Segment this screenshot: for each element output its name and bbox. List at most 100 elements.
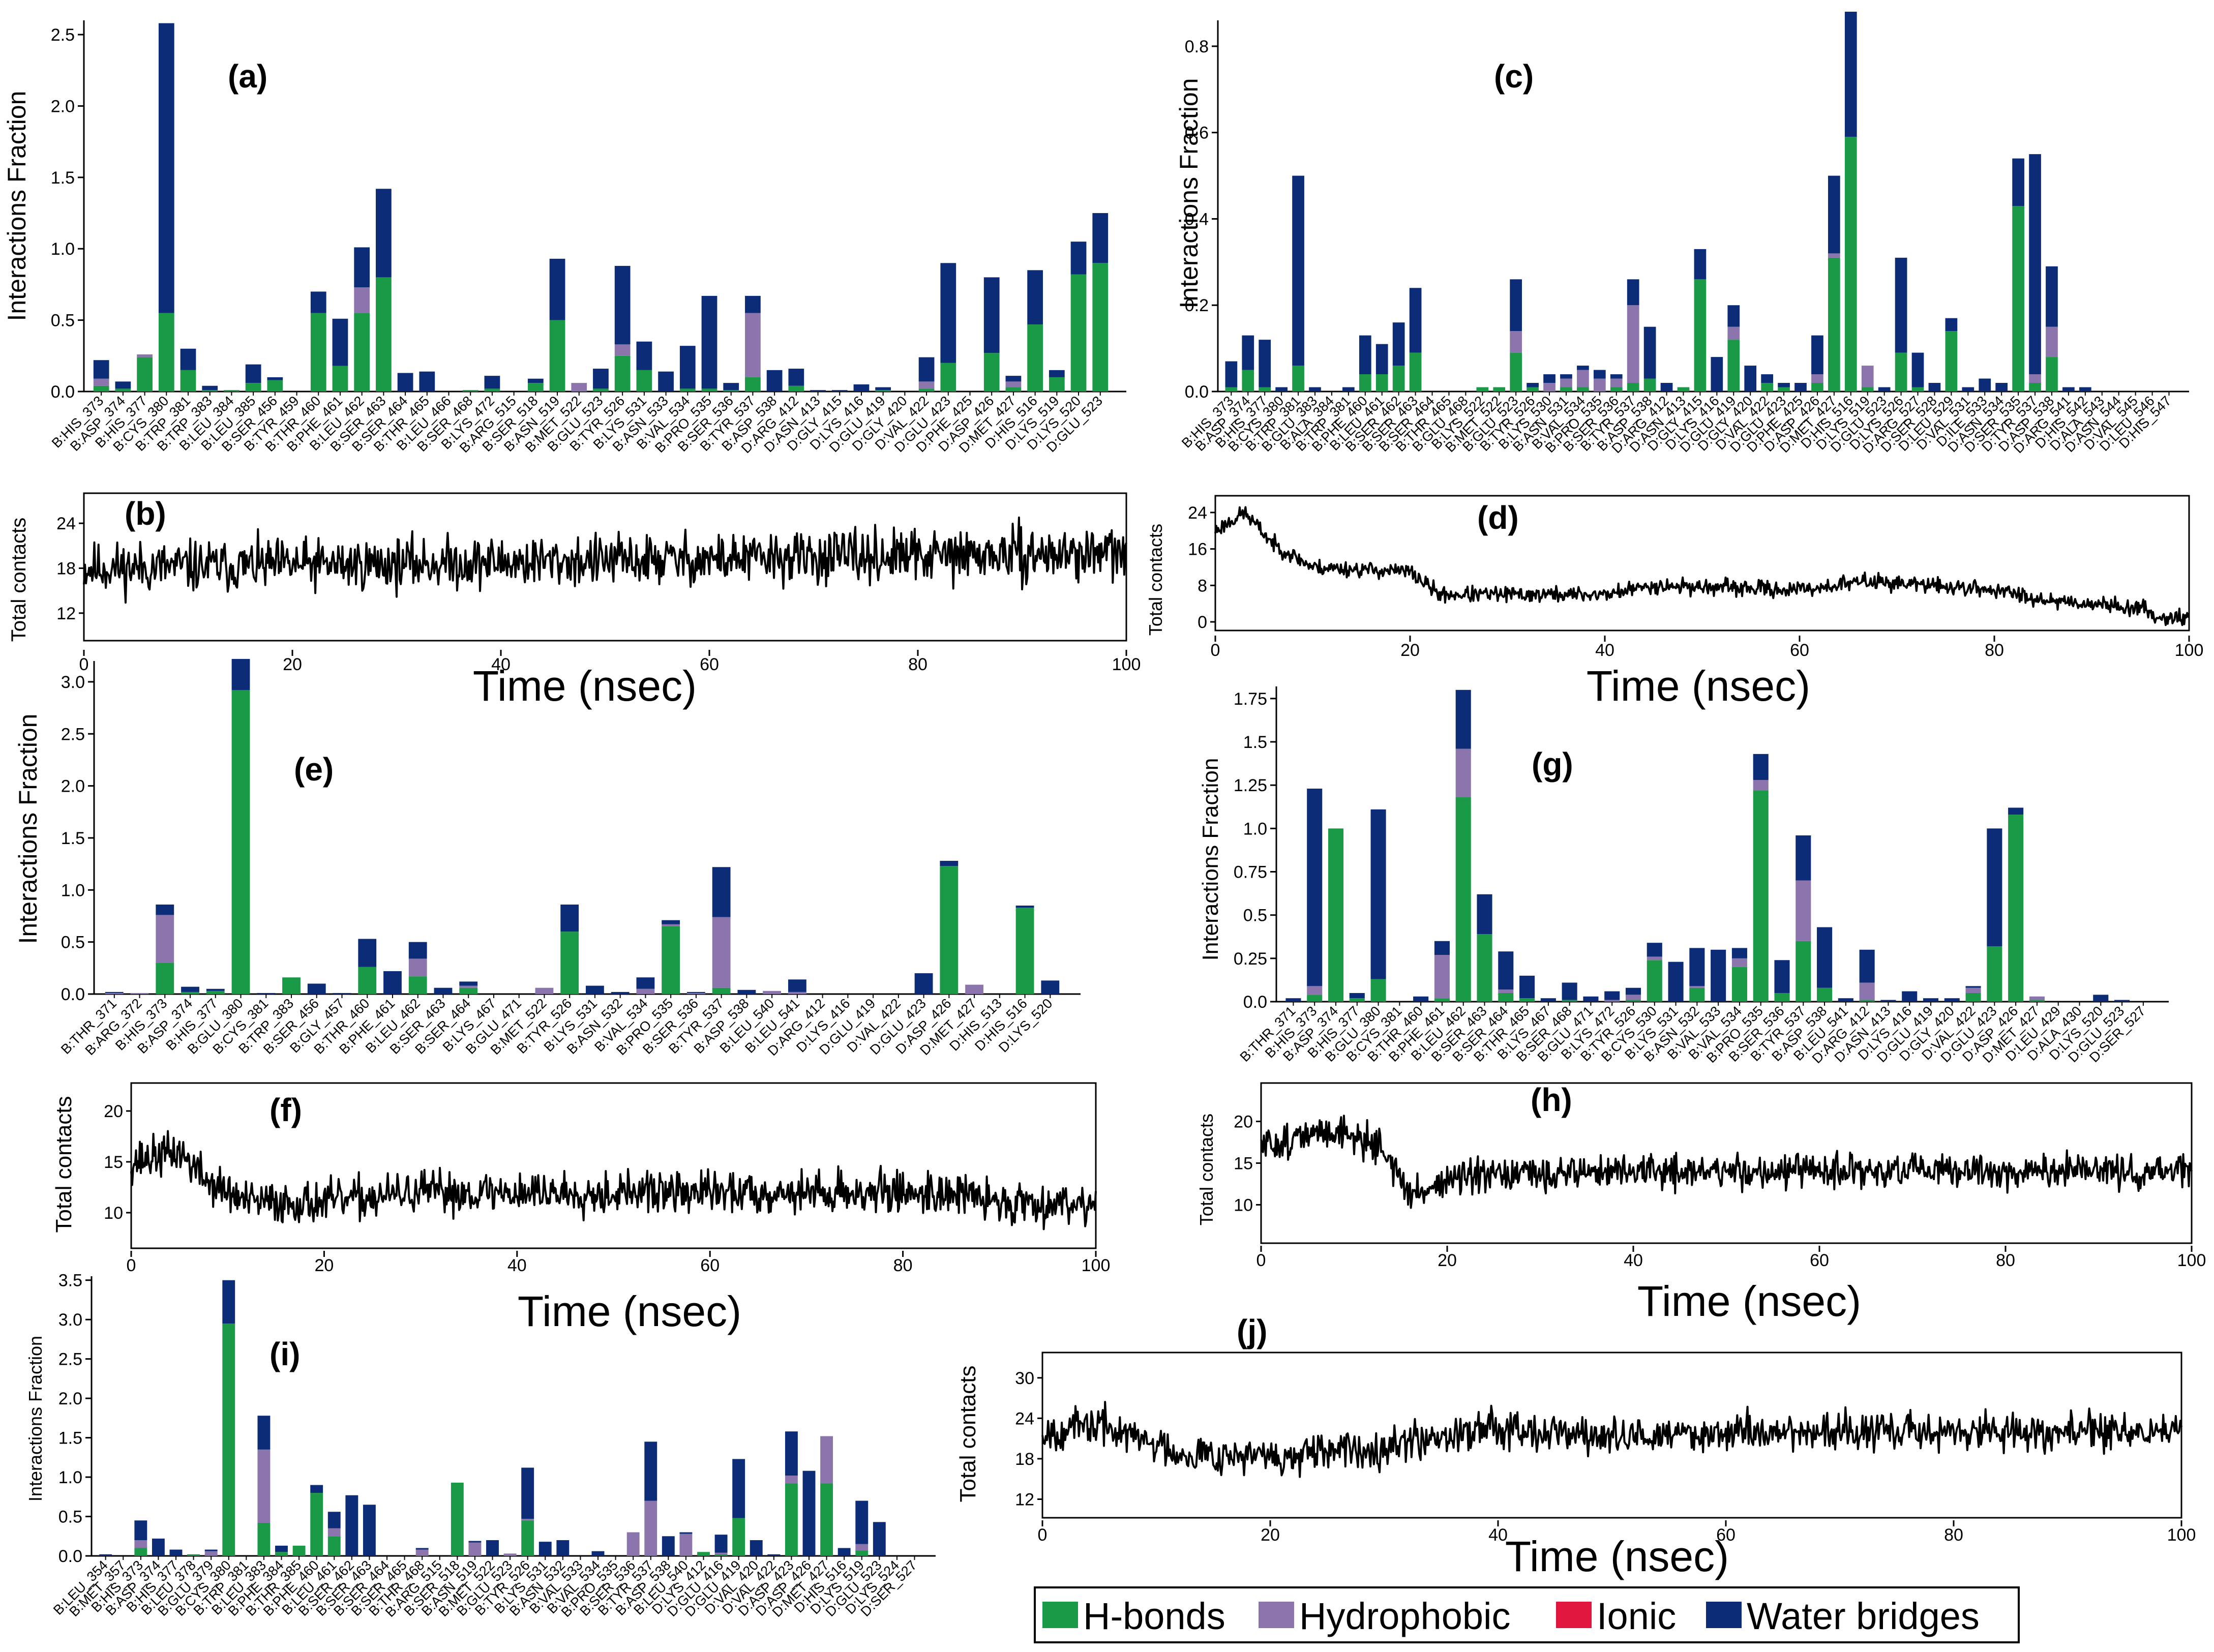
panel-c-bar-water-bridges <box>1694 249 1707 280</box>
panel-e-bar-h-bonds <box>459 987 478 994</box>
panel-g: 0.0 0.25 0.5 0.75 1.0 1.25 1.5 1.75 B:THR_371B:… <box>1198 686 2169 1066</box>
panel-g-bar-hydrophobic <box>1307 986 1323 995</box>
panel-c-bar-water-bridges <box>1727 305 1740 327</box>
panel-h-xtick-label: 100 <box>2177 1251 2206 1270</box>
panel-g-bar-h-bonds <box>1647 960 1662 1002</box>
panel-f-frame <box>130 1082 1097 1249</box>
legend-swatch-hbonds <box>1042 1602 1078 1628</box>
panel-c-bar-h-bonds <box>1242 370 1254 392</box>
panel-a-bar-water-bridges <box>180 348 196 370</box>
panel-a-ytick-label: 1.0 <box>51 239 75 259</box>
panel-a-bar-water-bridges <box>701 295 717 389</box>
panel-f-xtick-label: 40 <box>507 1256 527 1275</box>
panel-i-bar-h-bonds <box>732 1518 745 1556</box>
panel-i-bar-hydrophobic <box>134 1540 147 1548</box>
panel-a-bar-h-bonds <box>1027 324 1043 392</box>
panel-i-bar-h-bonds <box>697 1552 710 1556</box>
panel-e-ytick-label: 1.0 <box>61 881 85 900</box>
panel-j-xtick-label: 60 <box>1716 1525 1736 1545</box>
panel-f-xtick-label: 20 <box>314 1256 334 1275</box>
panel-g-bar-hydrophobic <box>1859 982 1875 1000</box>
panel-i-bar-water-bridges <box>662 1536 675 1556</box>
panel-e-ytick-label: 2.0 <box>61 777 85 796</box>
panel-g-bar-h-bonds <box>1562 1000 1577 1002</box>
panel-b: 12 18 24 0 20 40 60 80 100 (b) Total contacts T… <box>8 492 1141 710</box>
panel-a-bar-water-bridges <box>245 364 261 383</box>
panel-g-ytick-label: 0.0 <box>1243 993 1267 1012</box>
panel-d-xticks: 0 20 40 60 80 100 <box>1211 636 2203 660</box>
panel-a-bar-h-bonds <box>180 370 196 392</box>
panel-i-bar-h-bonds <box>292 1545 306 1556</box>
panel-g-bar-hydrophobic <box>1604 1000 1620 1002</box>
panel-g-bar-h-bonds <box>1434 998 1450 1002</box>
panel-c-bar-water-bridges <box>1979 378 1991 392</box>
panel-g-bar-hydrophobic <box>1965 987 1981 993</box>
panel-g-ytick-label: 0.75 <box>1234 863 1267 882</box>
panel-g-bar-water-bridges <box>1583 996 1599 1002</box>
panel-i-bar-h-bonds <box>820 1483 833 1556</box>
panel-c-bar-h-bonds <box>1811 383 1823 392</box>
panel-d-ytick-label: 0 <box>1198 613 1207 632</box>
panel-a-bar-hydrophobic <box>354 287 370 313</box>
panel-a-bar-water-bridges <box>332 318 348 366</box>
panel-e-bars <box>105 658 1060 998</box>
panel-g-bar-water-bridges <box>1859 949 1875 983</box>
panel-g-bar-h-bonds <box>1689 987 1705 1002</box>
panel-g-bar-hydrophobic <box>1647 956 1662 960</box>
panel-c-bar-h-bonds <box>2046 357 2058 392</box>
panel-c-bar-water-bridges <box>1375 344 1388 375</box>
panel-a-bar-h-bonds <box>267 380 283 392</box>
panel-h-xtick-label: 40 <box>1624 1251 1643 1270</box>
panel-i-bar-water-bridges <box>873 1522 886 1556</box>
panel-e-ytick-label: 0.5 <box>61 933 85 952</box>
panel-c-bar-water-bridges <box>1275 387 1288 392</box>
panel-e-bar-h-bonds <box>181 992 199 994</box>
panel-a-bar-h-bonds <box>462 390 478 392</box>
panel-f-xtick-label: 60 <box>700 1256 720 1275</box>
panel-c-bar-water-bridges <box>1794 383 1807 392</box>
panel-c-bar-hydrophobic <box>1627 305 1639 383</box>
legend-label-hbonds: H-bonds <box>1083 1595 1225 1637</box>
panel-c-bar-hydrophobic <box>1577 370 1589 387</box>
panel-d-xtick-label: 60 <box>1790 641 1809 660</box>
panel-e-ytick-label: 1.5 <box>61 829 85 848</box>
panel-e-bar-water-bridges <box>636 977 655 989</box>
panel-f-ytick-label: 15 <box>104 1153 123 1172</box>
panel-i-bar-water-bridges <box>644 1441 657 1501</box>
panel-c-bar-water-bridges <box>2046 266 2058 327</box>
panel-a-bar-water-bridges <box>658 371 674 392</box>
panel-f-trace <box>130 1130 1097 1230</box>
panel-e-bar-hydrophobic <box>965 984 983 994</box>
panel-g-bar-water-bridges <box>1455 689 1471 749</box>
panel-a-bar-h-bonds <box>614 355 631 392</box>
panel-e-bar-h-bonds <box>940 866 959 994</box>
panel-j-ytick-label: 24 <box>1015 1409 1034 1428</box>
panel-i-bar-water-bridges <box>837 1548 851 1556</box>
panel-e-bar-water-bridges <box>181 986 199 992</box>
panel-c-bar-water-bridges <box>1761 374 1773 383</box>
panel-g-bar-water-bridges <box>1519 975 1535 999</box>
panel-a-bar-water-bridges <box>810 390 826 392</box>
panel-g-bar-water-bridges <box>1711 949 1726 1002</box>
panel-a-bar-h-bonds <box>115 388 131 392</box>
panel-g-bar-hydrophobic <box>1498 989 1514 993</box>
panel-i-bar-water-bridges <box>275 1545 288 1552</box>
panel-e-bar-hydrophobic <box>156 915 174 963</box>
panel-a-ytick-label: 0.5 <box>51 311 75 331</box>
panel-i-bar-water-bridges <box>99 1554 112 1556</box>
panel-b-xtick-label: 20 <box>283 655 302 674</box>
panel-e-bar-water-bridges <box>737 989 756 994</box>
panel-i-ytick-label: 1.5 <box>58 1429 82 1448</box>
panel-c-bar-h-bonds <box>1610 387 1623 392</box>
panel-e-bar-water-bridges <box>408 942 427 959</box>
panel-c-yticks: 0.0 0.2 0.4 0.6 0.8 <box>1185 37 1218 402</box>
legend-swatch-water-bridges <box>1706 1602 1742 1628</box>
panel-a-bar-water-bridges <box>267 377 283 380</box>
panel-g-yticks: 0.0 0.25 0.5 0.75 1.0 1.25 1.5 1.75 <box>1234 689 1276 1012</box>
panel-a-bar-h-bonds <box>1070 274 1087 392</box>
panel-e-bar-water-bridges <box>358 939 377 967</box>
panel-b-xticks: 0 20 40 60 80 100 <box>79 650 1141 674</box>
panel-c-bar-water-bridges <box>2029 154 2041 375</box>
panel-g-bar-h-bonds <box>1817 987 1833 1002</box>
